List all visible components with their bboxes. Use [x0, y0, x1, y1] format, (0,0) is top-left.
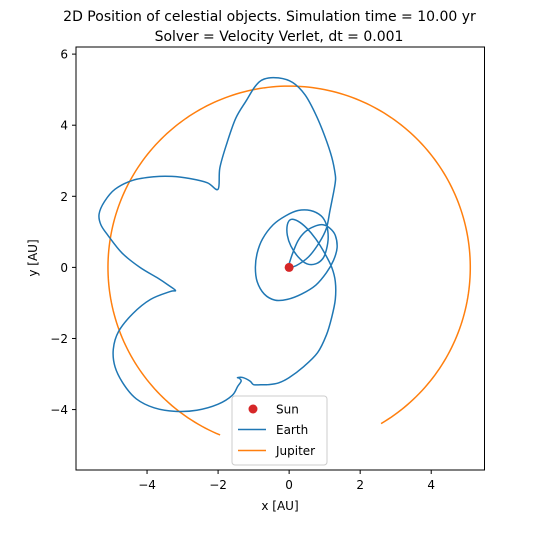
chart-title-line2: Solver = Velocity Verlet, dt = 0.001: [155, 29, 404, 45]
chart-title-line1: 2D Position of celestial objects. Simula…: [63, 9, 476, 25]
x-tick-label: −4: [138, 478, 156, 492]
y-axis: −4 −2 0 2 4 6: [50, 48, 76, 417]
legend: Sun Earth Jupiter: [231, 395, 328, 466]
x-tick-label: 4: [427, 478, 435, 492]
y-tick-label: −4: [50, 403, 68, 417]
y-tick-label: 2: [60, 190, 68, 204]
axes-frame: [75, 46, 485, 471]
y-tick-label: 6: [60, 48, 68, 62]
series-sun-point: [284, 262, 294, 272]
x-tick-label: 0: [285, 478, 293, 492]
legend-label-sun: Sun: [276, 403, 299, 417]
x-tick-label: 2: [356, 478, 364, 492]
y-axis-label: y [AU]: [26, 239, 40, 276]
legend-box: [231, 395, 328, 466]
plot-area: [98, 76, 472, 436]
x-axis-label: x [AU]: [261, 499, 298, 513]
series-jupiter-line: [107, 85, 472, 436]
y-tick-label: 4: [60, 119, 68, 133]
legend-sun-marker: [248, 404, 258, 414]
y-tick-label: −2: [50, 332, 68, 346]
series-earth-line: [98, 76, 338, 413]
x-tick-label: −2: [209, 478, 227, 492]
x-axis: −4 −2 0 2 4: [138, 470, 435, 492]
legend-label-earth: Earth: [276, 423, 308, 437]
y-tick-label: 0: [60, 261, 68, 275]
legend-label-jupiter: Jupiter: [275, 444, 315, 458]
